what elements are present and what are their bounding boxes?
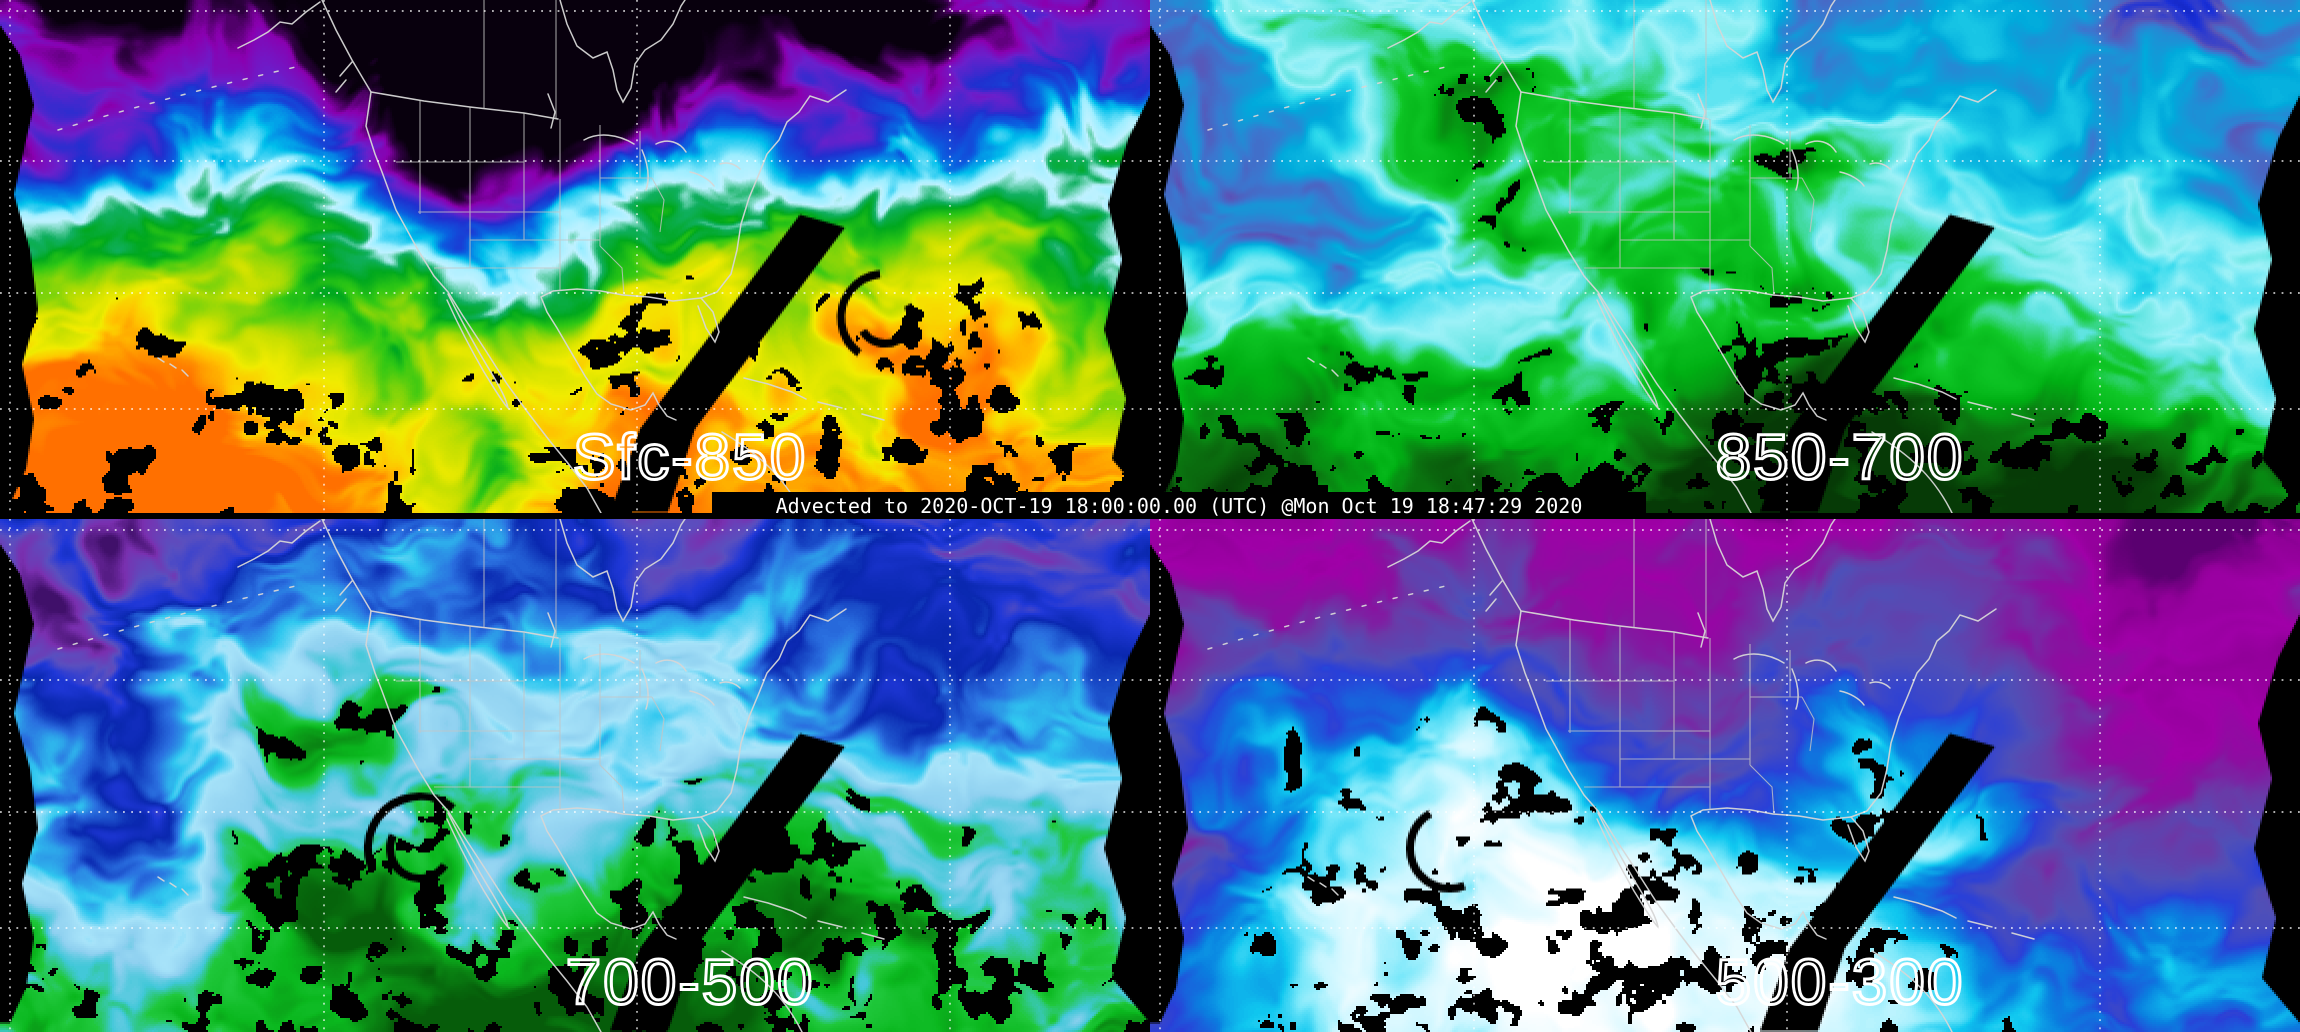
moisture-field-canvas-700-500 [0, 519, 1150, 1032]
panel-700-500: 700-500 [0, 519, 1150, 1032]
moisture-field-canvas-850-700 [1150, 0, 2300, 513]
panel-850-700: 850-700 [1150, 0, 2300, 513]
moisture-field-canvas-500-300 [1150, 519, 2300, 1032]
panel-500-300: 500-300 [1150, 519, 2300, 1032]
timestamp-text: Advected to 2020-OCT-19 18:00:00.00 (UTC… [775, 493, 1583, 518]
panel-sfc-850: Sfc-850 [0, 0, 1150, 513]
moisture-field-canvas-sfc-850 [0, 0, 1150, 513]
timestamp-bar: Advected to 2020-OCT-19 18:00:00.00 (UTC… [712, 492, 1646, 519]
